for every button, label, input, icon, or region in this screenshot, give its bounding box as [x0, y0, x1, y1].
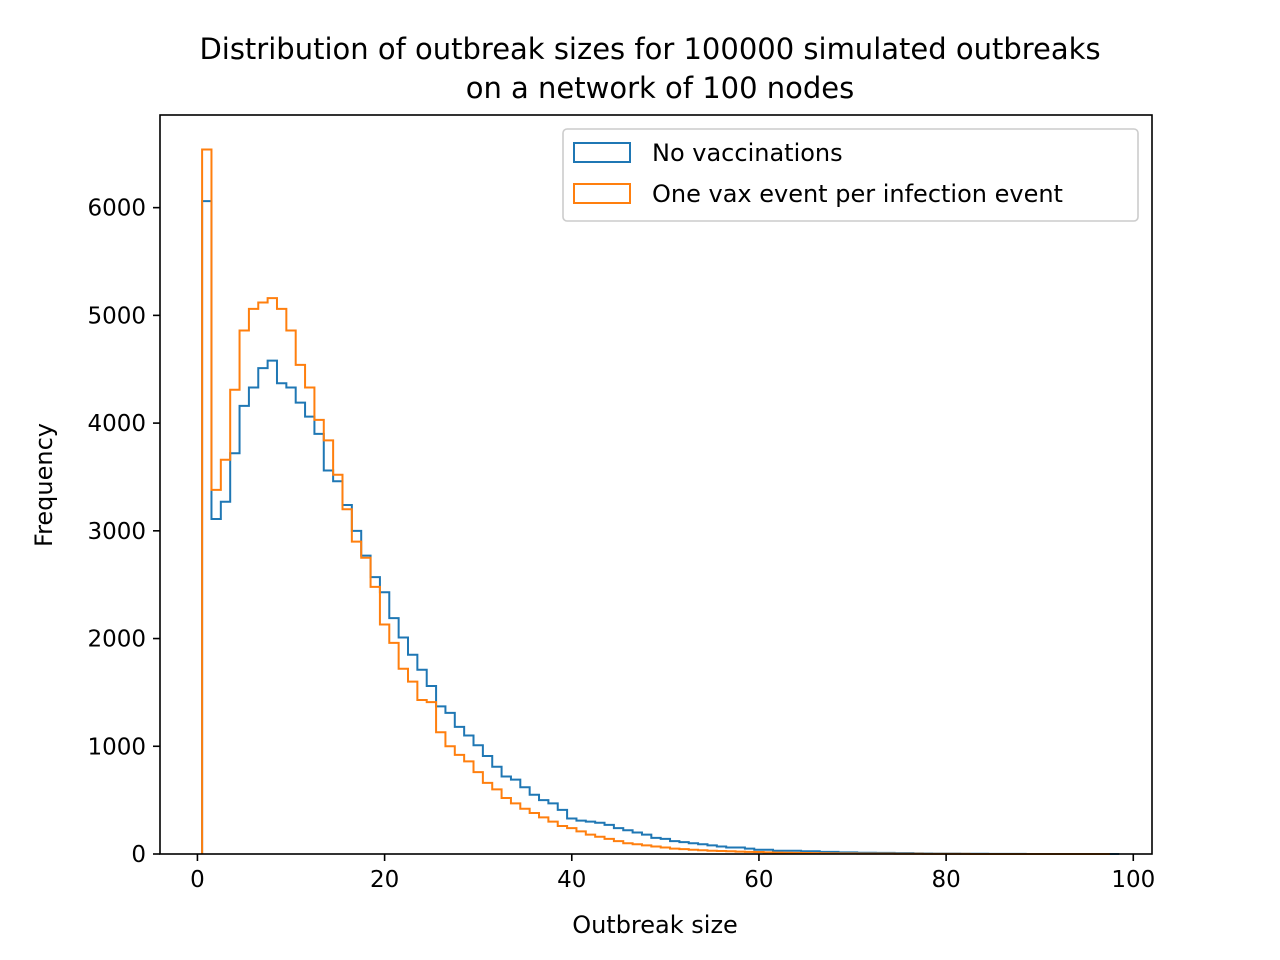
y-tick-label-1000: 1000 — [87, 734, 146, 760]
series-step-no-vaccinations — [201, 200, 1120, 855]
x-tick-label-0: 0 — [190, 867, 205, 893]
legend-swatch-no-vaccinations — [573, 142, 631, 163]
y-tick-label-4000: 4000 — [87, 411, 146, 437]
y-axis: 0 1000 2000 3000 4000 5000 6000 — [87, 196, 160, 868]
x-tick-label-80: 80 — [931, 867, 960, 893]
legend-box — [562, 128, 1139, 222]
x-tick-label-40: 40 — [557, 867, 586, 893]
x-tick-label-20: 20 — [370, 867, 399, 893]
legend-label-no-vaccinations: No vaccinations — [652, 139, 843, 167]
x-axis: 0 20 40 60 80 100 — [190, 854, 1155, 893]
x-tick-label-60: 60 — [744, 867, 773, 893]
y-tick-label-5000: 5000 — [87, 303, 146, 329]
y-tick-label-6000: 6000 — [87, 196, 146, 222]
x-tick-label-100: 100 — [1111, 867, 1155, 893]
chart-title: Distribution of outbreak sizes for 10000… — [199, 32, 1100, 66]
y-axis-label: Frequency — [30, 423, 58, 547]
x-axis-label: Outbreak size — [572, 911, 738, 939]
series-step-one-vax-event-per-infection-event — [201, 148, 1110, 855]
legend-label-one-vax-event: One vax event per infection event — [652, 180, 1063, 208]
plot-frame — [159, 114, 1153, 855]
chart-subtitle: on a network of 100 nodes — [466, 71, 855, 105]
y-tick-label-3000: 3000 — [87, 519, 146, 545]
legend-swatch-one-vax-event — [573, 183, 631, 204]
y-tick-label-0: 0 — [131, 842, 146, 868]
y-tick-label-2000: 2000 — [87, 627, 146, 653]
plot-area — [201, 148, 1120, 855]
legend: No vaccinations One vax event per infect… — [562, 128, 1139, 222]
